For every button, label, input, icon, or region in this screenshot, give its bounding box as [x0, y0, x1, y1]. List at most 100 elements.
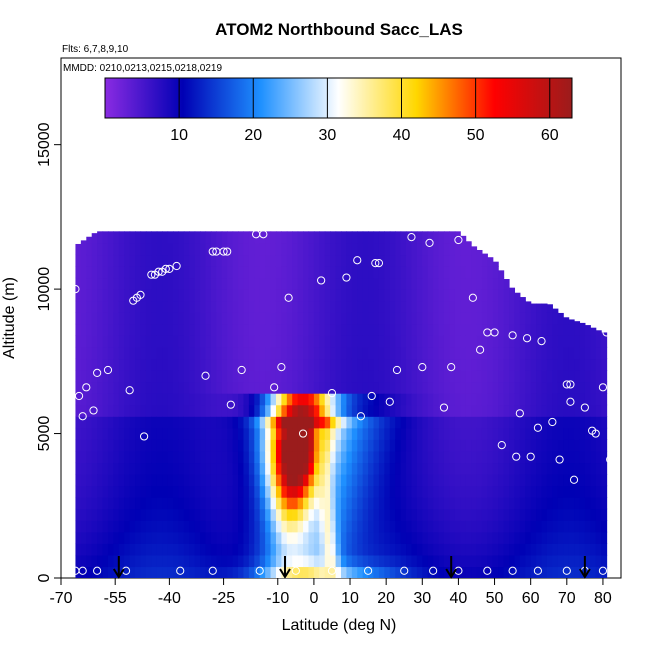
- heatmap-cell: [173, 543, 180, 556]
- heatmap-cell: [248, 485, 255, 498]
- heatmap-cell: [232, 566, 239, 578]
- heatmap-cell: [557, 427, 564, 440]
- heatmap-cell: [86, 462, 93, 475]
- heatmap-cell: [368, 462, 375, 475]
- heatmap-cell: [265, 323, 272, 336]
- heatmap-cell: [460, 566, 467, 578]
- heatmap-cell: [308, 474, 315, 487]
- heatmap-cell: [118, 450, 125, 464]
- heatmap-cell: [319, 497, 326, 510]
- heatmap-cell: [97, 485, 104, 498]
- heatmap-cell: [200, 231, 207, 244]
- heatmap-cell: [443, 450, 450, 464]
- heatmap-cell: [563, 450, 570, 464]
- heatmap-cell: [178, 474, 185, 487]
- heatmap-cell: [281, 277, 288, 290]
- heatmap-cell: [454, 323, 461, 336]
- heatmap-cell: [557, 554, 564, 568]
- heatmap-cell: [243, 358, 250, 371]
- sample-point: [371, 259, 380, 268]
- sample-point: [490, 328, 499, 337]
- heatmap-cell: [156, 566, 163, 578]
- heatmap-cell: [178, 543, 185, 556]
- heatmap-cell: [395, 289, 402, 302]
- heatmap-cell: [238, 520, 245, 533]
- heatmap-cell: [281, 462, 288, 475]
- heatmap-cell: [140, 543, 147, 556]
- heatmap-cell: [248, 393, 255, 406]
- heatmap-cell: [530, 474, 537, 487]
- heatmap-cell: [541, 312, 548, 325]
- heatmap-cell: [102, 485, 109, 498]
- heatmap-cell: [313, 508, 320, 521]
- heatmap-cell: [422, 277, 429, 290]
- heatmap-cell: [373, 543, 380, 556]
- heatmap-cell: [86, 289, 93, 302]
- heatmap-cell: [471, 554, 478, 568]
- heatmap-cell: [563, 497, 570, 510]
- heatmap-cell: [335, 554, 342, 568]
- heatmap-cell: [373, 554, 380, 568]
- heatmap-cell: [525, 404, 532, 417]
- heatmap-cell: [167, 277, 174, 290]
- heatmap-cell: [373, 531, 380, 544]
- heatmap-cell: [541, 531, 548, 544]
- heatmap-cell: [368, 497, 375, 510]
- heatmap-cell: [568, 566, 575, 578]
- heatmap-cell: [194, 289, 201, 302]
- heatmap-cell: [438, 543, 445, 556]
- heatmap-cell: [384, 566, 391, 578]
- heatmap-cell: [519, 381, 526, 394]
- heatmap-cell: [275, 254, 282, 267]
- heatmap-cell: [303, 404, 310, 417]
- heatmap-cell: [275, 497, 282, 510]
- heatmap-cell: [590, 335, 597, 348]
- heatmap-cell: [465, 254, 472, 267]
- heatmap-cell: [151, 312, 158, 325]
- heatmap-cell: [232, 462, 239, 475]
- heatmap-cell: [91, 566, 98, 578]
- heatmap-cell: [351, 474, 358, 487]
- heatmap-cell: [443, 485, 450, 498]
- heatmap-cell: [173, 242, 180, 256]
- heatmap-cell: [335, 531, 342, 544]
- heatmap-cell: [481, 427, 488, 440]
- heatmap-cell: [243, 346, 250, 360]
- heatmap-cell: [286, 300, 293, 313]
- heatmap-cell: [151, 323, 158, 336]
- heatmap-cell: [270, 427, 277, 440]
- heatmap-cell: [286, 543, 293, 556]
- heatmap-cell: [248, 358, 255, 371]
- heatmap-cell: [156, 404, 163, 417]
- heatmap-cell: [411, 393, 418, 406]
- heatmap-cell: [107, 497, 114, 510]
- heatmap-cell: [75, 277, 82, 290]
- heatmap-cell: [189, 277, 196, 290]
- heatmap-cell: [140, 531, 147, 544]
- heatmap-cell: [86, 404, 93, 417]
- heatmap-cell: [449, 358, 456, 371]
- heatmap-cell: [330, 312, 337, 325]
- heatmap-cell: [118, 277, 125, 290]
- heatmap-cell: [465, 554, 472, 568]
- heatmap-cell: [275, 566, 282, 578]
- heatmap-cell: [167, 439, 174, 452]
- heatmap-cell: [200, 427, 207, 440]
- heatmap-cell: [118, 231, 125, 244]
- x-tick-label: -10: [266, 590, 289, 607]
- heatmap-cell: [303, 277, 310, 290]
- heatmap-cell: [406, 358, 413, 371]
- heatmap-cell: [362, 358, 369, 371]
- heatmap-cell: [140, 439, 147, 452]
- heatmap-cell: [584, 554, 591, 568]
- heatmap-cell: [438, 566, 445, 578]
- heatmap-cell: [80, 554, 87, 568]
- heatmap-cell: [281, 450, 288, 464]
- heatmap-cell: [590, 531, 597, 544]
- heatmap-cell: [351, 566, 358, 578]
- heatmap-cell: [416, 462, 423, 475]
- heatmap-cell: [162, 531, 169, 544]
- heatmap-cell: [341, 300, 348, 313]
- heatmap-cell: [568, 346, 575, 360]
- heatmap-cell: [205, 543, 212, 556]
